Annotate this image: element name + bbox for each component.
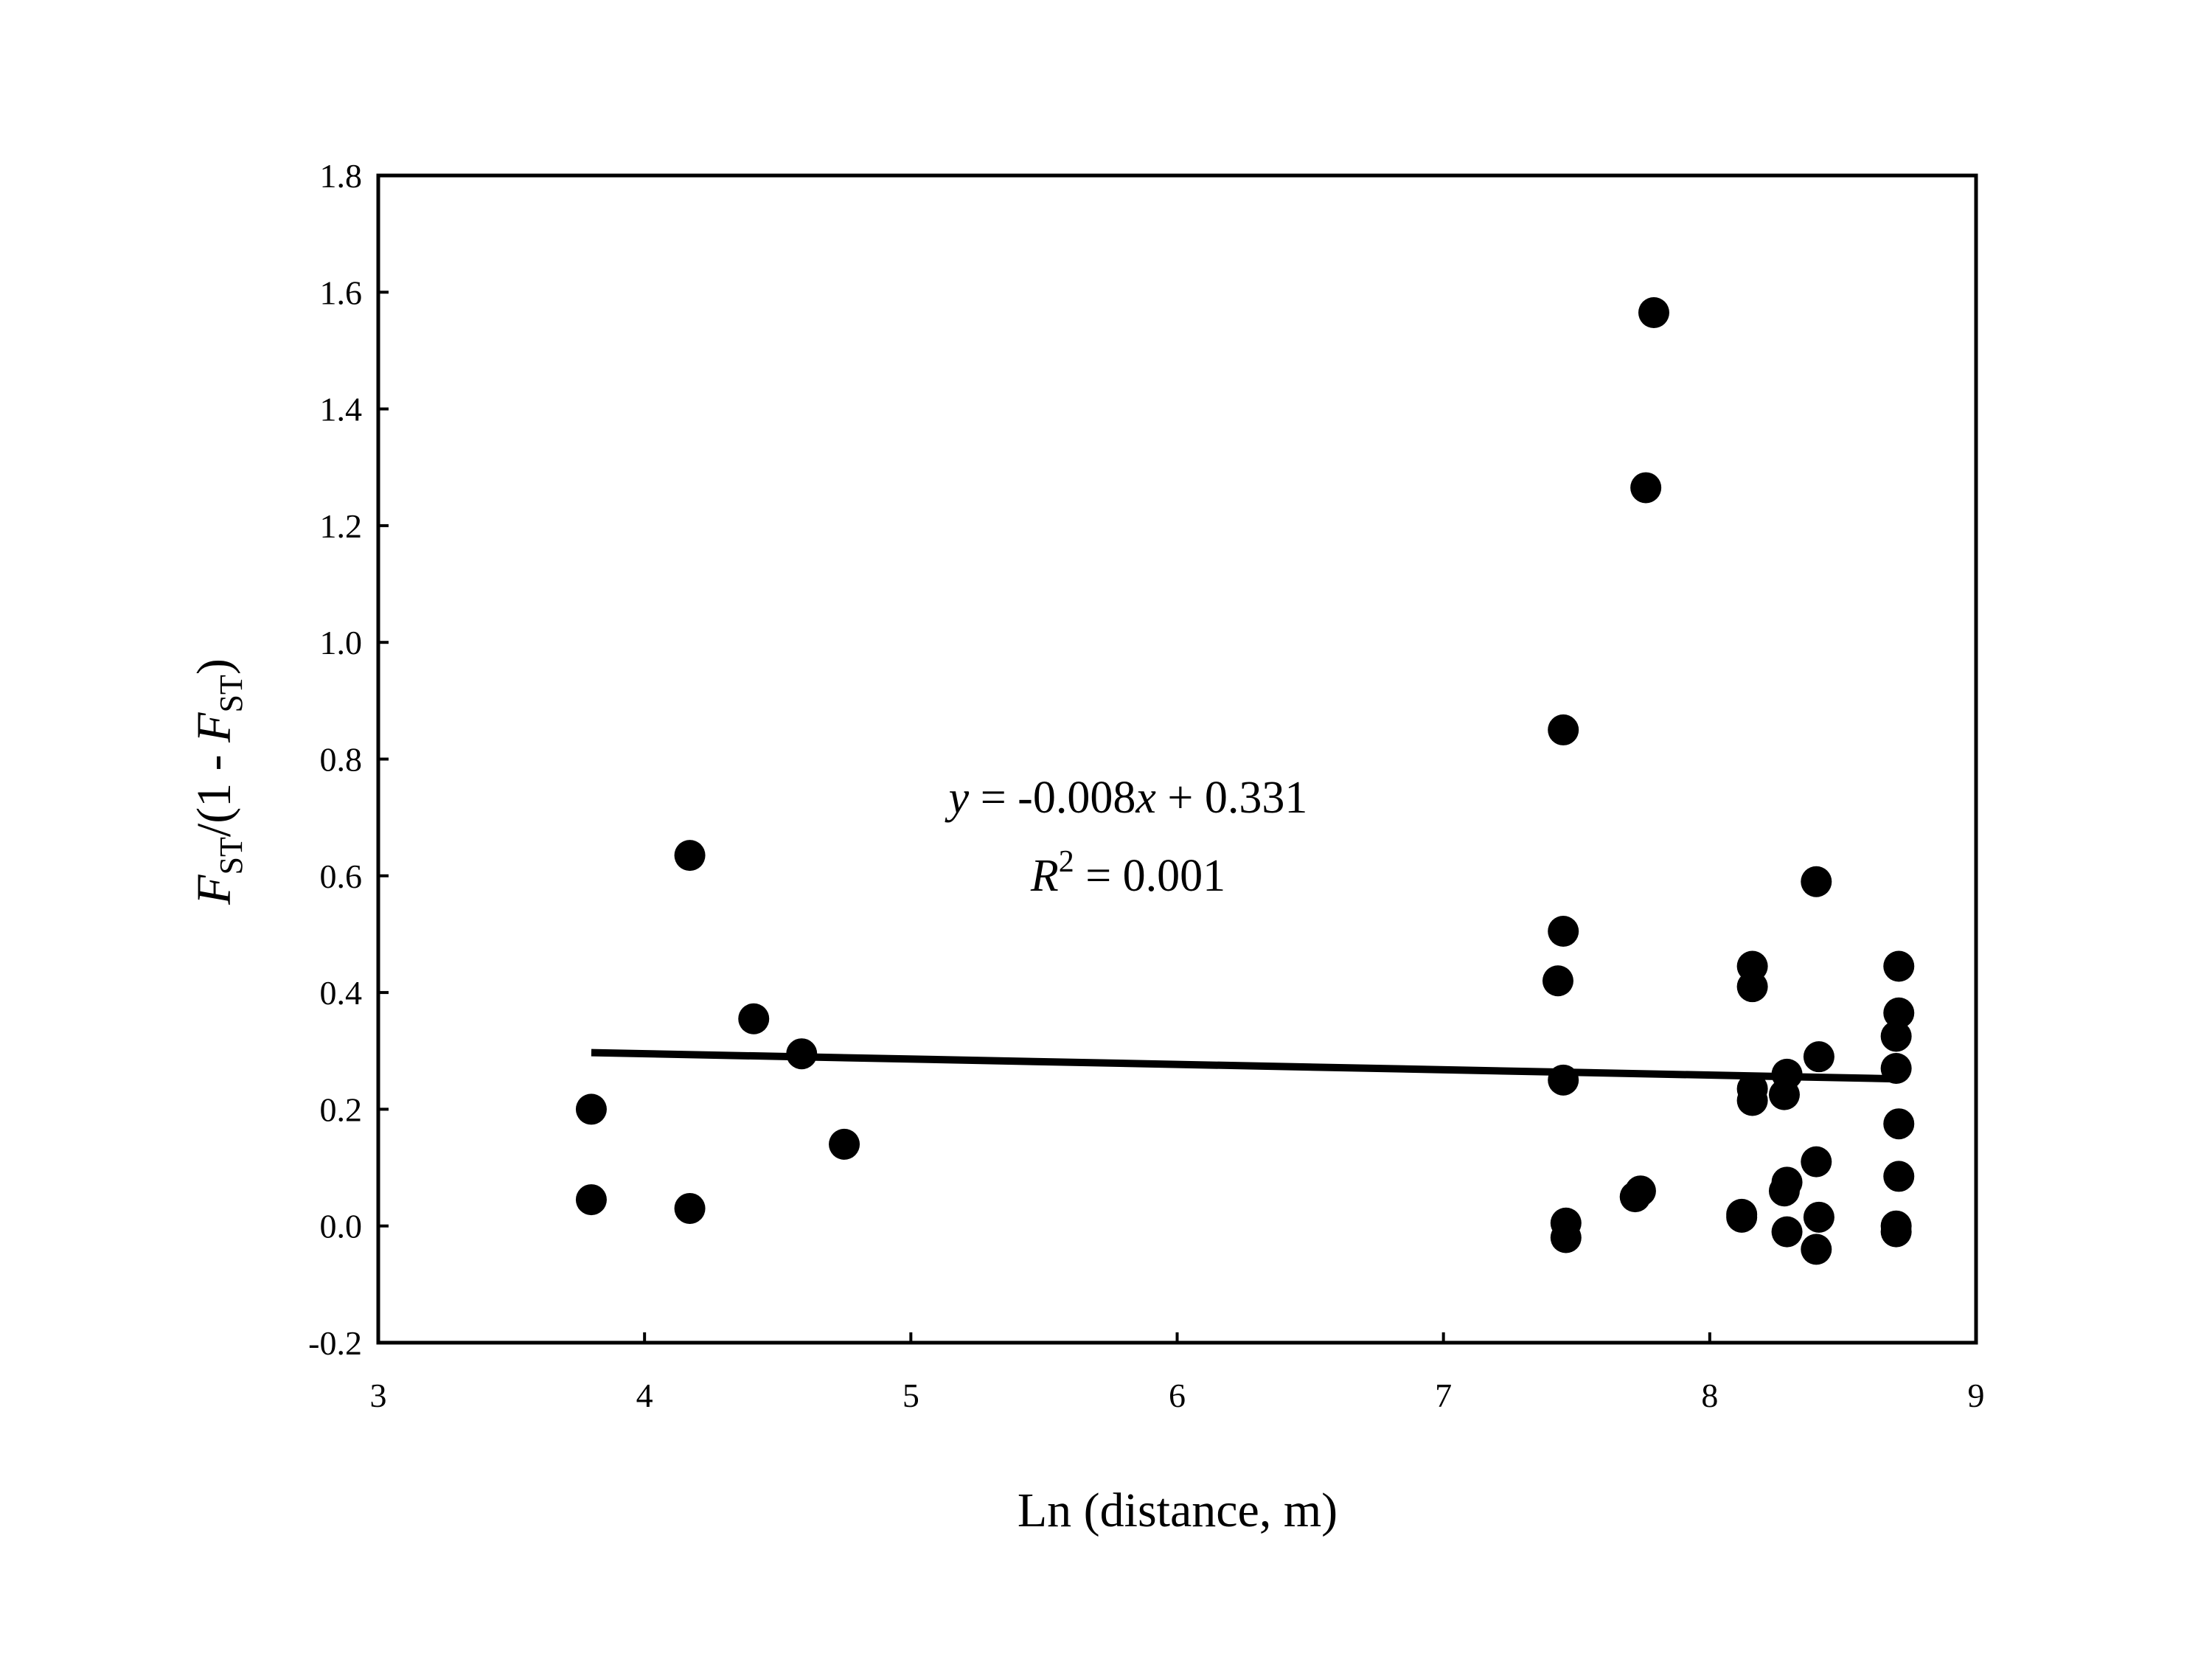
y-axis-ticks: -0.2 0.0 0.2 0.4 0.6 0.8 1.0 1.2 1.4 1.6 1.8 [308, 157, 389, 1362]
x-tick-label: 8 [1701, 1377, 1718, 1414]
x-tick-label: 3 [370, 1377, 387, 1414]
y-tick-label: -0.2 [308, 1324, 362, 1362]
data-point [1801, 866, 1832, 897]
equation-y: y [945, 773, 970, 823]
data-point [1880, 1020, 1912, 1052]
y-axis-title-sub1: ST [213, 837, 249, 874]
y-tick-label: 1.2 [320, 507, 363, 545]
y-tick-label: 0.8 [320, 741, 363, 779]
data-point [1726, 1201, 1758, 1233]
data-point [1771, 1216, 1803, 1248]
data-point [1550, 1222, 1582, 1253]
data-point [1801, 1146, 1832, 1178]
data-point [786, 1038, 818, 1070]
x-tick-label: 5 [902, 1377, 919, 1414]
equation-annotation: y = -0.008x + 0.331 [945, 773, 1308, 823]
data-point [829, 1128, 860, 1160]
y-axis-title-middle: /(1 - [187, 742, 241, 837]
y-axis-title-sub2: ST [213, 675, 249, 712]
data-point [1883, 1108, 1915, 1140]
y-tick-label: 0.4 [320, 974, 363, 1012]
data-point [1542, 965, 1573, 997]
data-point [1768, 1175, 1800, 1207]
y-tick-label: 1.8 [320, 157, 363, 195]
y-tick-label: 0.6 [320, 858, 363, 895]
y-tick-label: 0.0 [320, 1208, 363, 1245]
data-point [1803, 1201, 1834, 1233]
data-point [1736, 971, 1768, 1003]
data-point [1801, 1234, 1832, 1265]
data-point [1880, 1052, 1912, 1084]
data-point [1768, 1079, 1800, 1110]
data-point [1548, 1064, 1579, 1096]
data-point [1630, 472, 1662, 504]
y-axis-title-suffix: ) [187, 658, 241, 675]
x-axis-ticks: 3 4 5 6 7 8 9 [370, 1332, 1985, 1414]
data-point [674, 1192, 706, 1224]
equation-eq: = -0.008 [969, 773, 1135, 823]
data-point [1548, 915, 1579, 947]
data-point [1548, 714, 1579, 745]
data-point [1638, 297, 1669, 329]
y-tick-label: 1.0 [320, 624, 363, 661]
equation-rest: + 0.331 [1156, 773, 1307, 823]
data-point [1803, 1041, 1834, 1073]
r-squared-exp: 2 [1059, 845, 1074, 879]
y-tick-label: 1.6 [320, 274, 363, 311]
equation-x: x [1135, 773, 1156, 823]
data-point [1880, 1216, 1912, 1248]
x-tick-label: 6 [1169, 1377, 1186, 1414]
r-squared-label: R [1030, 851, 1059, 901]
x-axis-title: Ln (distance, m) [1018, 1484, 1338, 1537]
y-tick-label: 0.2 [320, 1091, 363, 1128]
data-point [1624, 1175, 1656, 1207]
x-tick-label: 9 [1968, 1377, 1985, 1414]
data-point [738, 1003, 770, 1034]
data-point [674, 840, 706, 872]
y-axis-title: FST/(1 - FST) [187, 658, 249, 905]
y-tick-label: 1.4 [320, 391, 363, 428]
data-point [1736, 1085, 1768, 1116]
y-axis-title-f2: F [187, 712, 241, 743]
data-point [1883, 997, 1915, 1029]
r-squared-value: = 0.001 [1074, 851, 1225, 901]
y-axis-title-f1: F [187, 874, 241, 905]
x-tick-label: 4 [636, 1377, 653, 1414]
data-point [575, 1093, 607, 1125]
data-point [575, 1184, 607, 1216]
data-point [1883, 950, 1915, 982]
plot-frame [376, 173, 1978, 1345]
r-squared-annotation: R2 = 0.001 [1030, 845, 1225, 901]
data-point [1883, 1161, 1915, 1192]
data-points [575, 297, 1915, 1265]
x-tick-label: 7 [1435, 1377, 1452, 1414]
